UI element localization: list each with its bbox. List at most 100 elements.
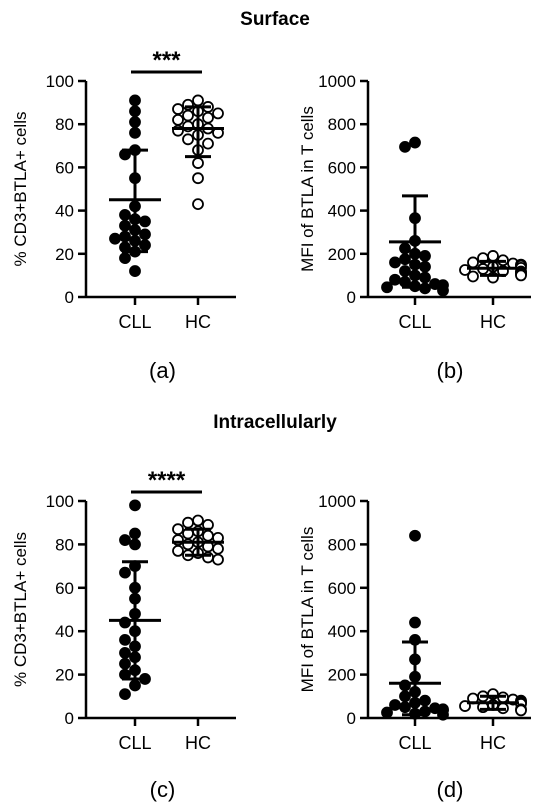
data-point-cll bbox=[129, 116, 141, 128]
data-point-cll bbox=[129, 679, 141, 692]
y-tick-label: 800 bbox=[328, 535, 356, 554]
data-point-cll bbox=[409, 136, 421, 149]
y-tick-label: 20 bbox=[55, 666, 74, 685]
data-point-cll bbox=[129, 126, 141, 139]
y-tick-label: 60 bbox=[55, 158, 74, 177]
data-point-cll bbox=[119, 633, 131, 646]
x-tick-label-hc: HC bbox=[185, 733, 211, 753]
data-point-cll bbox=[109, 232, 121, 245]
data-point-cll bbox=[389, 273, 401, 286]
panel-c: 0 20 40 60 80 100 CLL HC % CD3+BTLA+ cells **** (c… bbox=[11, 467, 236, 802]
x-tick-label-hc: HC bbox=[480, 733, 506, 753]
data-point-hc bbox=[172, 113, 184, 126]
x-tick-label-cll: CLL bbox=[118, 312, 151, 332]
y-tick-label: 60 bbox=[55, 579, 74, 598]
data-point-cll bbox=[139, 228, 151, 241]
data-point-hc bbox=[192, 172, 204, 185]
data-point-cll bbox=[381, 281, 393, 294]
significance-stars: *** bbox=[152, 47, 181, 74]
data-point-cll bbox=[399, 253, 411, 266]
y-tick-label: 0 bbox=[347, 709, 356, 728]
y-tick-label: 100 bbox=[46, 72, 74, 91]
x-tick-label-hc: HC bbox=[480, 312, 506, 332]
y-tick-label: 0 bbox=[347, 288, 356, 307]
y-tick-label: 200 bbox=[328, 245, 356, 264]
y-axis-label: MFI of BTLA in T cells bbox=[298, 106, 317, 272]
data-point-hc bbox=[192, 514, 204, 527]
panel-a: 0 20 40 60 80 100 CLL HC % CD3+BTLA+ cells *** (a) bbox=[11, 47, 236, 383]
data-point-cll bbox=[437, 708, 449, 721]
data-point-cll bbox=[381, 706, 393, 719]
data-point-cll bbox=[129, 94, 141, 107]
data-point-hc bbox=[172, 103, 184, 115]
y-axis-label: MFI of BTLA in T cells bbox=[298, 527, 317, 693]
y-tick-label: 0 bbox=[65, 709, 74, 728]
data-point-hc bbox=[202, 111, 214, 124]
data-point-hc bbox=[212, 107, 224, 120]
x-tick-label-hc: HC bbox=[185, 312, 211, 332]
data-point-hc bbox=[192, 157, 204, 169]
data-point-cll bbox=[119, 252, 131, 265]
y-tick-label: 1000 bbox=[318, 492, 356, 511]
data-point-hc bbox=[515, 704, 527, 717]
y-tick-label: 400 bbox=[328, 202, 356, 221]
data-point-cll bbox=[437, 284, 449, 297]
data-point-hc bbox=[182, 516, 194, 529]
panel-label: (d) bbox=[437, 777, 464, 802]
data-point-cll bbox=[409, 529, 421, 542]
data-point-cll bbox=[139, 215, 151, 228]
data-point-cll bbox=[399, 701, 411, 714]
y-tick-label: 20 bbox=[55, 245, 74, 264]
data-point-cll bbox=[129, 538, 141, 551]
data-point-cll bbox=[119, 688, 131, 701]
y-axis-label: % CD3+BTLA+ cells bbox=[11, 532, 30, 687]
data-point-hc bbox=[487, 250, 499, 262]
data-point-cll bbox=[389, 256, 401, 269]
data-point-hc bbox=[202, 137, 214, 150]
data-point-hc bbox=[467, 256, 479, 269]
y-tick-label: 40 bbox=[55, 622, 74, 641]
data-point-hc bbox=[212, 553, 224, 566]
data-point-cll bbox=[389, 699, 401, 711]
y-tick-label: 600 bbox=[328, 579, 356, 598]
data-point-cll bbox=[119, 534, 131, 546]
data-point-hc bbox=[212, 542, 224, 555]
data-point-hc bbox=[192, 94, 204, 107]
data-point-cll bbox=[419, 271, 431, 284]
data-point-cll bbox=[119, 230, 131, 243]
data-point-cll bbox=[399, 140, 411, 153]
y-tick-label: 600 bbox=[328, 158, 356, 177]
data-point-cll bbox=[419, 260, 431, 273]
panel-label: (c) bbox=[150, 777, 176, 802]
section-title-surface: Surface bbox=[240, 9, 310, 30]
data-point-cll bbox=[139, 239, 151, 252]
data-point-cll bbox=[129, 105, 141, 118]
data-point-hc bbox=[202, 529, 214, 542]
section-title-intracellular: Intracellularly bbox=[213, 412, 337, 433]
y-tick-label: 40 bbox=[55, 202, 74, 221]
y-tick-label: 100 bbox=[46, 492, 74, 511]
data-point-hc bbox=[515, 269, 527, 282]
data-point-hc bbox=[182, 133, 194, 146]
data-point-hc bbox=[172, 523, 184, 536]
data-point-cll bbox=[119, 209, 131, 221]
y-tick-label: 200 bbox=[328, 666, 356, 685]
significance-stars: **** bbox=[148, 467, 186, 494]
y-tick-label: 0 bbox=[65, 288, 74, 307]
x-tick-label-cll: CLL bbox=[398, 312, 431, 332]
data-point-cll bbox=[119, 219, 131, 232]
data-point-cll bbox=[129, 265, 141, 277]
data-point-cll bbox=[119, 647, 131, 659]
data-point-cll bbox=[399, 242, 411, 255]
y-tick-label: 80 bbox=[55, 535, 74, 554]
data-point-hc bbox=[467, 270, 479, 283]
y-tick-label: 400 bbox=[328, 622, 356, 641]
data-point-cll bbox=[119, 566, 131, 579]
data-point-hc bbox=[192, 198, 204, 211]
data-point-hc bbox=[172, 545, 184, 557]
data-point-cll bbox=[119, 657, 131, 670]
data-point-hc bbox=[182, 109, 194, 122]
data-point-cll bbox=[419, 694, 431, 707]
y-axis-label: % CD3+BTLA+ cells bbox=[11, 112, 30, 267]
